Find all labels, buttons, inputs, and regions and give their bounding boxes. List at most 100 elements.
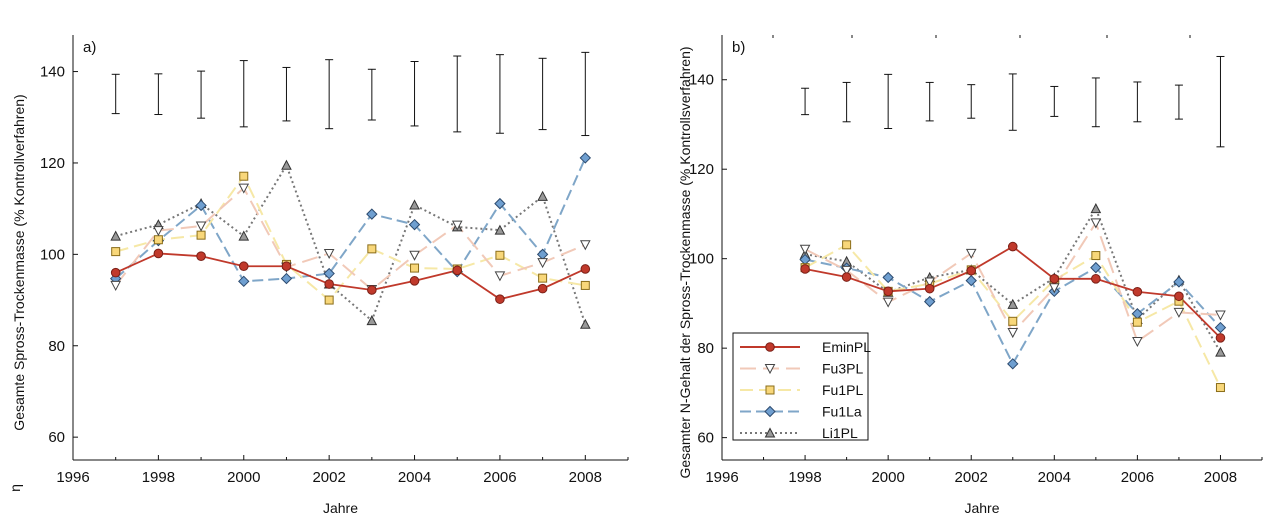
error-bar: [967, 84, 976, 119]
y-axis-title-prefix: η: [7, 484, 23, 492]
data-point-fu3pl: [195, 221, 207, 232]
data-point-fu1pl: [196, 230, 206, 240]
error-bar: [197, 70, 206, 119]
data-point-eminpl: [1215, 333, 1226, 343]
data-point-fu1pl: [410, 263, 420, 273]
data-point-fu3pl: [1090, 218, 1102, 229]
data-point-fu3pl: [1007, 328, 1019, 339]
data-point-fu1la: [494, 197, 506, 210]
data-point-eminpl: [367, 285, 377, 295]
error-bar: [842, 81, 851, 123]
error-bar: [538, 57, 547, 131]
chart-panel-a: 60 80 100 120 140 1996 1998 2000 2002 2004 2006 200…: [7, 35, 629, 516]
data-point-fu1pl: [1215, 383, 1225, 393]
legend: EminPL Fu3PL Fu1PL Fu1La Li1PL: [732, 332, 871, 441]
y-tick-label: 140: [40, 64, 65, 81]
data-point-fu3pl: [323, 248, 335, 260]
data-point-fu1pl: [367, 244, 377, 254]
error-bar: [1216, 55, 1225, 148]
error-bar: [410, 61, 419, 127]
data-point-eminpl: [110, 267, 121, 278]
data-point-li1pl: [579, 318, 591, 329]
data-point-eminpl: [1132, 286, 1143, 297]
data-point-fu1la: [408, 218, 421, 231]
x-axis-title: Jahre: [323, 500, 358, 516]
y-tick-label: 120: [689, 161, 714, 178]
x-tick-label: 2004: [1038, 469, 1071, 486]
data-point-fu1pl: [111, 247, 121, 257]
data-point-fu1la: [1007, 358, 1019, 370]
data-point-fu3pl: [110, 280, 122, 291]
data-point-eminpl: [153, 248, 164, 259]
data-point-fu1pl: [1091, 251, 1101, 261]
error-bar: [1050, 85, 1059, 117]
data-point-eminpl: [196, 251, 206, 261]
error-bar: [239, 60, 248, 128]
data-point-fu1la: [1214, 321, 1227, 334]
chart-panel-b: 60 80 100 120 140 1996 1998 2000 2002 2004 2006 200…: [677, 35, 1263, 516]
data-point-li1pl: [1007, 298, 1019, 309]
panel-label: b): [732, 39, 745, 56]
data-point-eminpl: [580, 264, 591, 274]
error-bar: [801, 87, 810, 116]
data-point-fu3pl: [1215, 310, 1226, 321]
x-tick-label: 2000: [871, 469, 904, 486]
error-bar: [1174, 84, 1183, 120]
error-bar: [884, 73, 893, 129]
error-bar: [1008, 73, 1017, 131]
data-point-fu1la: [1173, 276, 1185, 288]
series-line-fu1pl: [115, 174, 586, 302]
data-point-li1pl: [110, 230, 122, 241]
y-tick-label: 140: [689, 72, 714, 89]
data-point-fu1pl: [495, 250, 505, 260]
data-point-fu1pl: [324, 295, 334, 305]
data-point-eminpl: [1174, 291, 1184, 302]
error-bar: [1133, 81, 1142, 123]
data-point-eminpl: [238, 261, 249, 272]
x-tick-label: 2002: [312, 469, 345, 486]
data-point-fu3pl: [238, 183, 250, 194]
error-bar: [925, 81, 934, 122]
error-bar: [367, 68, 376, 121]
y-tick-label: 60: [697, 430, 714, 447]
data-point-fu1la: [238, 275, 250, 288]
data-point-fu1pl: [842, 240, 852, 250]
error-bar: [325, 59, 334, 130]
data-point-li1pl: [494, 224, 506, 235]
data-point-li1pl: [1215, 346, 1226, 357]
data-point-fu1la: [579, 152, 592, 164]
series-line-fu1pl: [804, 243, 1222, 388]
y-tick-label: 80: [697, 340, 714, 357]
series-line-fu1la: [115, 157, 587, 283]
data-point-li1pl: [238, 230, 250, 241]
error-bar: [495, 54, 504, 134]
x-tick-label: 2000: [227, 469, 260, 486]
legend-label-fu3pl: Fu3PL: [822, 361, 863, 377]
data-point-eminpl: [409, 276, 420, 286]
data-point-eminpl: [324, 279, 334, 289]
data-point-eminpl: [841, 272, 852, 282]
series-line-li1pl: [804, 206, 1222, 353]
y-tick-label: 120: [40, 155, 65, 172]
data-point-eminpl: [1049, 274, 1060, 284]
data-point-fu1la: [323, 267, 335, 280]
series-line-fu3pl: [114, 186, 586, 291]
data-point-eminpl: [452, 265, 463, 276]
legend-marker-fu1pl: [765, 385, 775, 395]
y-tick-label: 60: [48, 429, 65, 446]
data-point-fu1la: [536, 248, 549, 261]
data-point-eminpl: [1091, 274, 1101, 284]
x-tick-label: 1996: [705, 469, 738, 486]
panel-label: a): [83, 39, 96, 56]
data-point-fu1la: [882, 271, 894, 284]
data-point-fu1la: [1090, 261, 1102, 274]
data-point-fu1pl: [239, 171, 249, 181]
legend-marker-fu3pl: [764, 364, 776, 375]
data-point-fu3pl: [494, 271, 506, 282]
data-point-fu3pl: [537, 258, 548, 269]
error-bar: [453, 55, 462, 133]
series-points-fu1pl: [111, 171, 590, 305]
data-point-fu1pl: [153, 235, 163, 245]
y-tick-label: 100: [40, 246, 65, 263]
